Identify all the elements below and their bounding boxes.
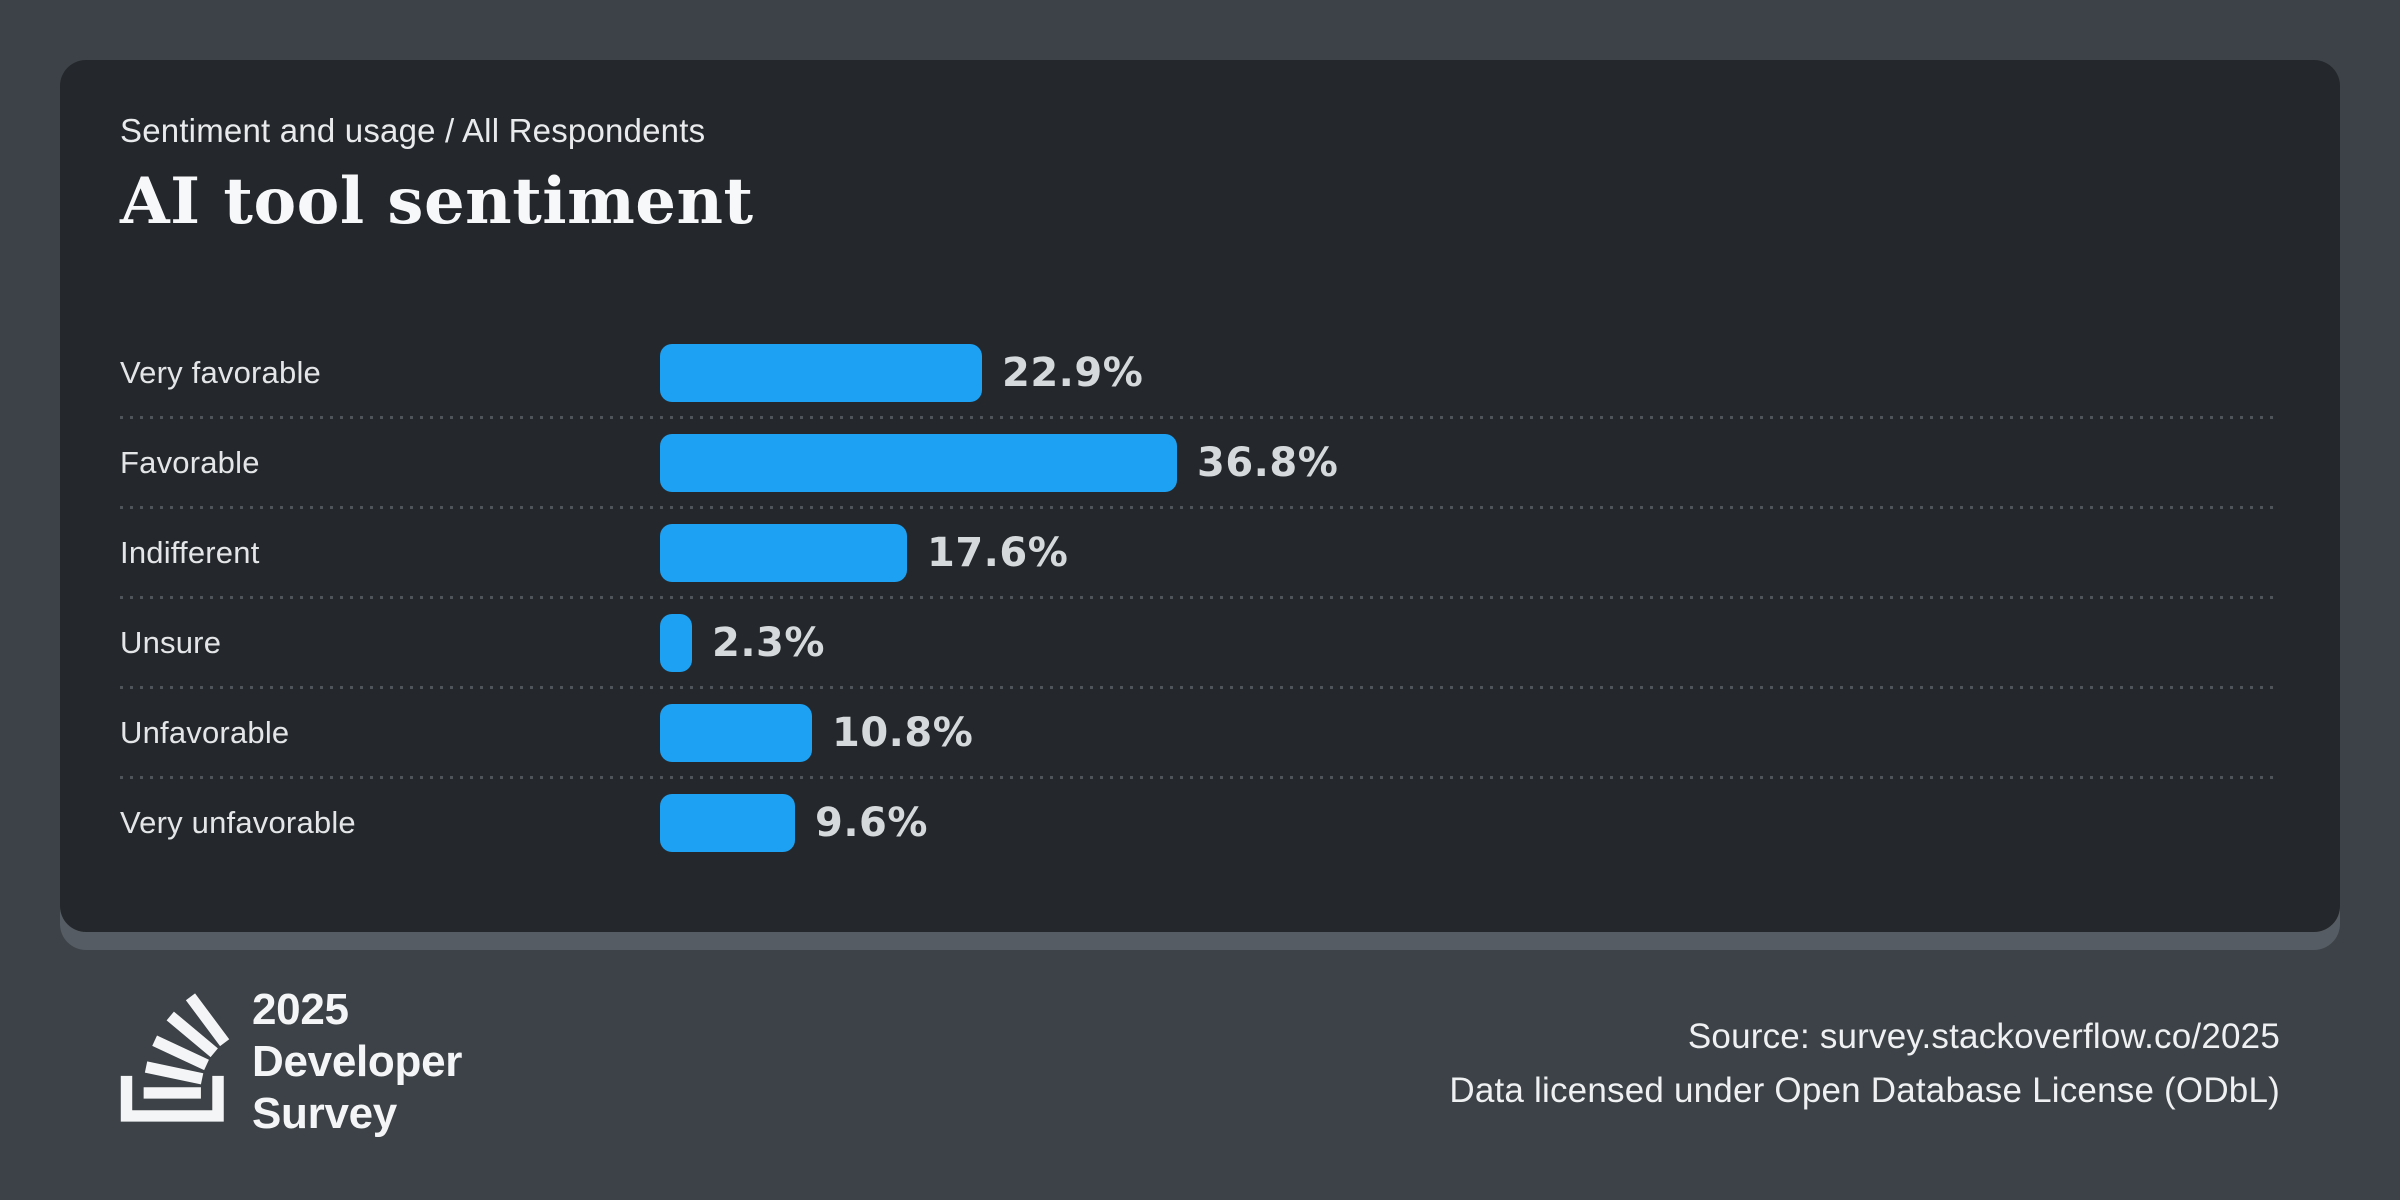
category-label: Very favorable: [120, 355, 321, 390]
chart-row: Very unfavorable 9.6%: [120, 778, 2280, 868]
breadcrumb: Sentiment and usage / All Respondents: [120, 112, 706, 149]
chart-card: Sentiment and usage / All Respondents AI…: [60, 60, 2340, 932]
value-label: 10.8%: [832, 710, 974, 756]
footer: 2025 Developer Survey Source: survey.sta…: [120, 982, 2280, 1152]
source-url: Source: survey.stackoverflow.co/2025: [1687, 1017, 2280, 1056]
logo-line-developer: Developer: [252, 1037, 463, 1086]
category-label: Very unfavorable: [120, 805, 356, 840]
stackoverflow-logo-icon: [120, 993, 230, 1122]
value-bar: [660, 524, 907, 582]
value-label: 9.6%: [815, 800, 928, 846]
category-label: Unsure: [120, 625, 222, 660]
category-label: Favorable: [120, 445, 260, 480]
value-bar: [660, 614, 692, 672]
source-attribution: Source: survey.stackoverflow.co/2025 Dat…: [1449, 1010, 2280, 1118]
value-bar: [660, 344, 982, 402]
value-label: 22.9%: [1002, 350, 1144, 396]
value-label: 36.8%: [1197, 440, 1339, 486]
chart-row: Unsure 2.3%: [120, 598, 2280, 689]
bar-chart: Very favorable 22.9% Favorable 36.8% Indiffe…: [120, 328, 2280, 868]
value-bar: [660, 434, 1177, 492]
chart-row: Unfavorable 10.8%: [120, 688, 2280, 779]
category-label: Unfavorable: [120, 715, 290, 750]
chart-row: Indifferent 17.6%: [120, 508, 2280, 599]
category-label: Indifferent: [120, 535, 260, 570]
chart-row: Very favorable 22.9%: [120, 328, 2280, 419]
page-title: AI tool sentiment: [120, 164, 754, 239]
chart-row: Favorable 36.8%: [120, 418, 2280, 509]
survey-logo-text: 2025 Developer Survey: [252, 984, 462, 1140]
value-label: 17.6%: [927, 530, 1069, 576]
value-label: 2.3%: [712, 620, 825, 666]
logo-line-year: 2025: [252, 985, 349, 1034]
value-bar: [660, 704, 812, 762]
logo-line-survey: Survey: [252, 1089, 397, 1138]
survey-logo: 2025 Developer Survey: [120, 982, 462, 1140]
value-bar: [660, 794, 795, 852]
license-note: Data licensed under Open Database Licens…: [1449, 1071, 2280, 1110]
